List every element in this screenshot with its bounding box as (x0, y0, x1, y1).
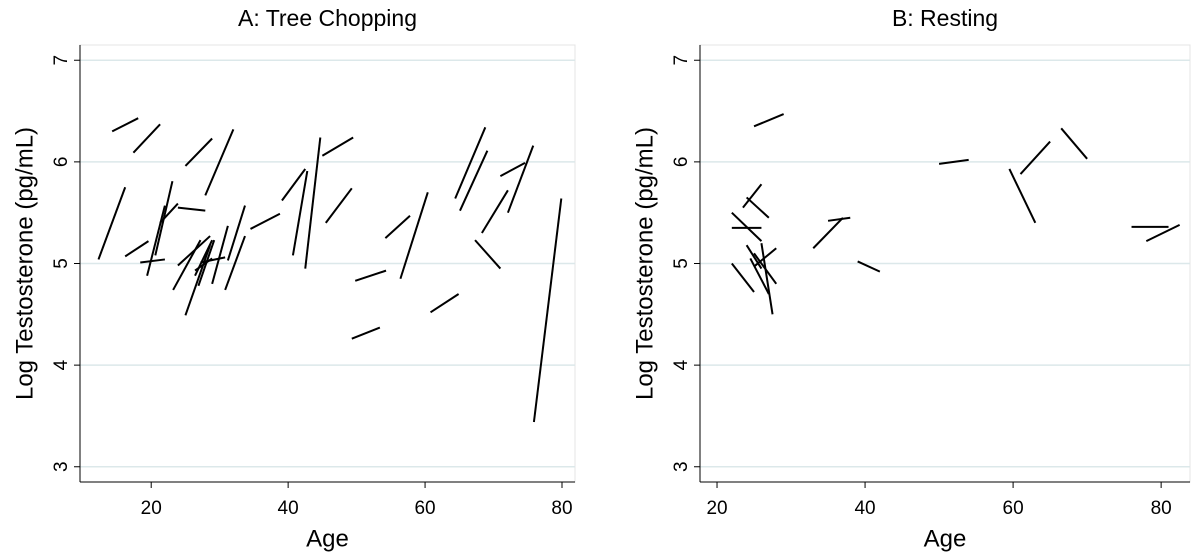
segment (354, 269, 387, 282)
segment (1019, 140, 1051, 175)
x-tick-label: 60 (414, 498, 435, 519)
segment (454, 126, 487, 199)
segment (812, 217, 844, 249)
segment (532, 198, 563, 423)
segment (250, 212, 281, 230)
segment (857, 260, 881, 273)
segment (184, 137, 213, 167)
y-tick-label: 3 (671, 461, 692, 472)
segment (159, 202, 179, 224)
segment (1145, 223, 1181, 243)
segment (291, 170, 309, 256)
x-tick-label: 40 (278, 498, 299, 519)
chart-title: A: Tree Chopping (238, 5, 417, 31)
segment (200, 256, 226, 264)
segment (324, 187, 353, 224)
segment (321, 136, 354, 157)
segment (753, 247, 777, 268)
x-tick-label: 20 (141, 498, 162, 519)
y-tick-label: 6 (671, 157, 692, 168)
segment (1060, 127, 1088, 160)
segment (226, 205, 246, 261)
segment (731, 211, 763, 242)
y-tick-label: 4 (671, 359, 692, 370)
segment (499, 162, 526, 177)
segment (211, 225, 229, 285)
segment (304, 137, 322, 269)
segment (204, 128, 235, 196)
y-tick-label: 6 (51, 157, 72, 168)
segment (132, 123, 161, 154)
segment (753, 113, 785, 128)
segment (745, 244, 763, 270)
segment (146, 205, 166, 276)
x-axis-label: Age (924, 525, 967, 552)
segment (506, 145, 535, 214)
segment (140, 258, 166, 264)
y-tick-label: 3 (51, 461, 72, 472)
segment (827, 216, 851, 222)
segment (459, 150, 489, 212)
segment (429, 293, 460, 314)
segment (474, 239, 502, 270)
segment (742, 183, 763, 209)
segment (184, 244, 212, 316)
segment (731, 262, 755, 293)
y-tick-label: 7 (671, 55, 692, 66)
x-tick-label: 80 (1151, 498, 1172, 519)
x-axis-label: Age (306, 525, 349, 552)
segment (177, 206, 206, 212)
segment (111, 117, 139, 133)
segment (1008, 168, 1037, 224)
x-tick-label: 60 (1003, 498, 1024, 519)
y-tick-label: 7 (51, 55, 72, 66)
segment (224, 235, 246, 291)
segment (177, 235, 211, 267)
x-tick-label: 80 (551, 498, 572, 519)
segment (760, 243, 774, 315)
segment (97, 186, 127, 260)
y-tick-label: 4 (51, 359, 72, 370)
x-tick-label: 20 (706, 498, 727, 519)
segment (749, 257, 770, 295)
chart-title: B: Resting (892, 5, 998, 31)
y-axis-label: Log Testosterone (pg/mL) (11, 127, 38, 400)
segment (399, 192, 429, 280)
x-tick-label: 40 (854, 498, 875, 519)
y-axis-label: Log Testosterone (pg/mL) (631, 127, 658, 400)
segment (938, 158, 969, 165)
segment (124, 240, 150, 258)
segment (281, 168, 307, 202)
segment (481, 189, 509, 234)
segment (745, 196, 770, 219)
y-tick-label: 5 (671, 258, 692, 269)
segment (384, 214, 411, 239)
y-tick-label: 5 (51, 258, 72, 269)
segment (351, 326, 381, 340)
